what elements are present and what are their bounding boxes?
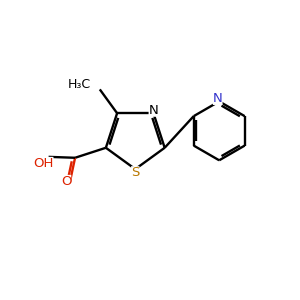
Text: H₃C: H₃C — [67, 78, 90, 91]
Text: N: N — [213, 92, 223, 105]
Text: OH: OH — [33, 157, 53, 170]
Text: S: S — [131, 166, 140, 179]
Text: O: O — [61, 175, 71, 188]
Text: N: N — [148, 104, 158, 117]
